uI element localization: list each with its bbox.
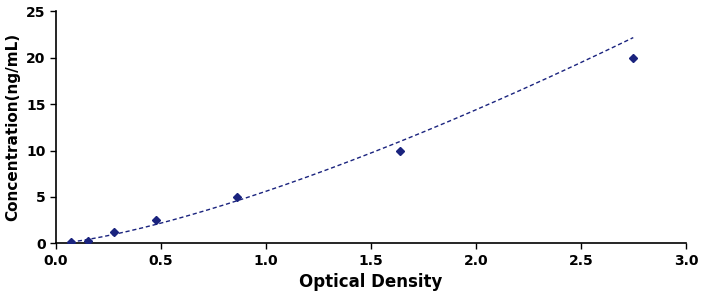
X-axis label: Optical Density: Optical Density bbox=[299, 274, 443, 291]
Y-axis label: Concentration(ng/mL): Concentration(ng/mL) bbox=[6, 33, 20, 221]
